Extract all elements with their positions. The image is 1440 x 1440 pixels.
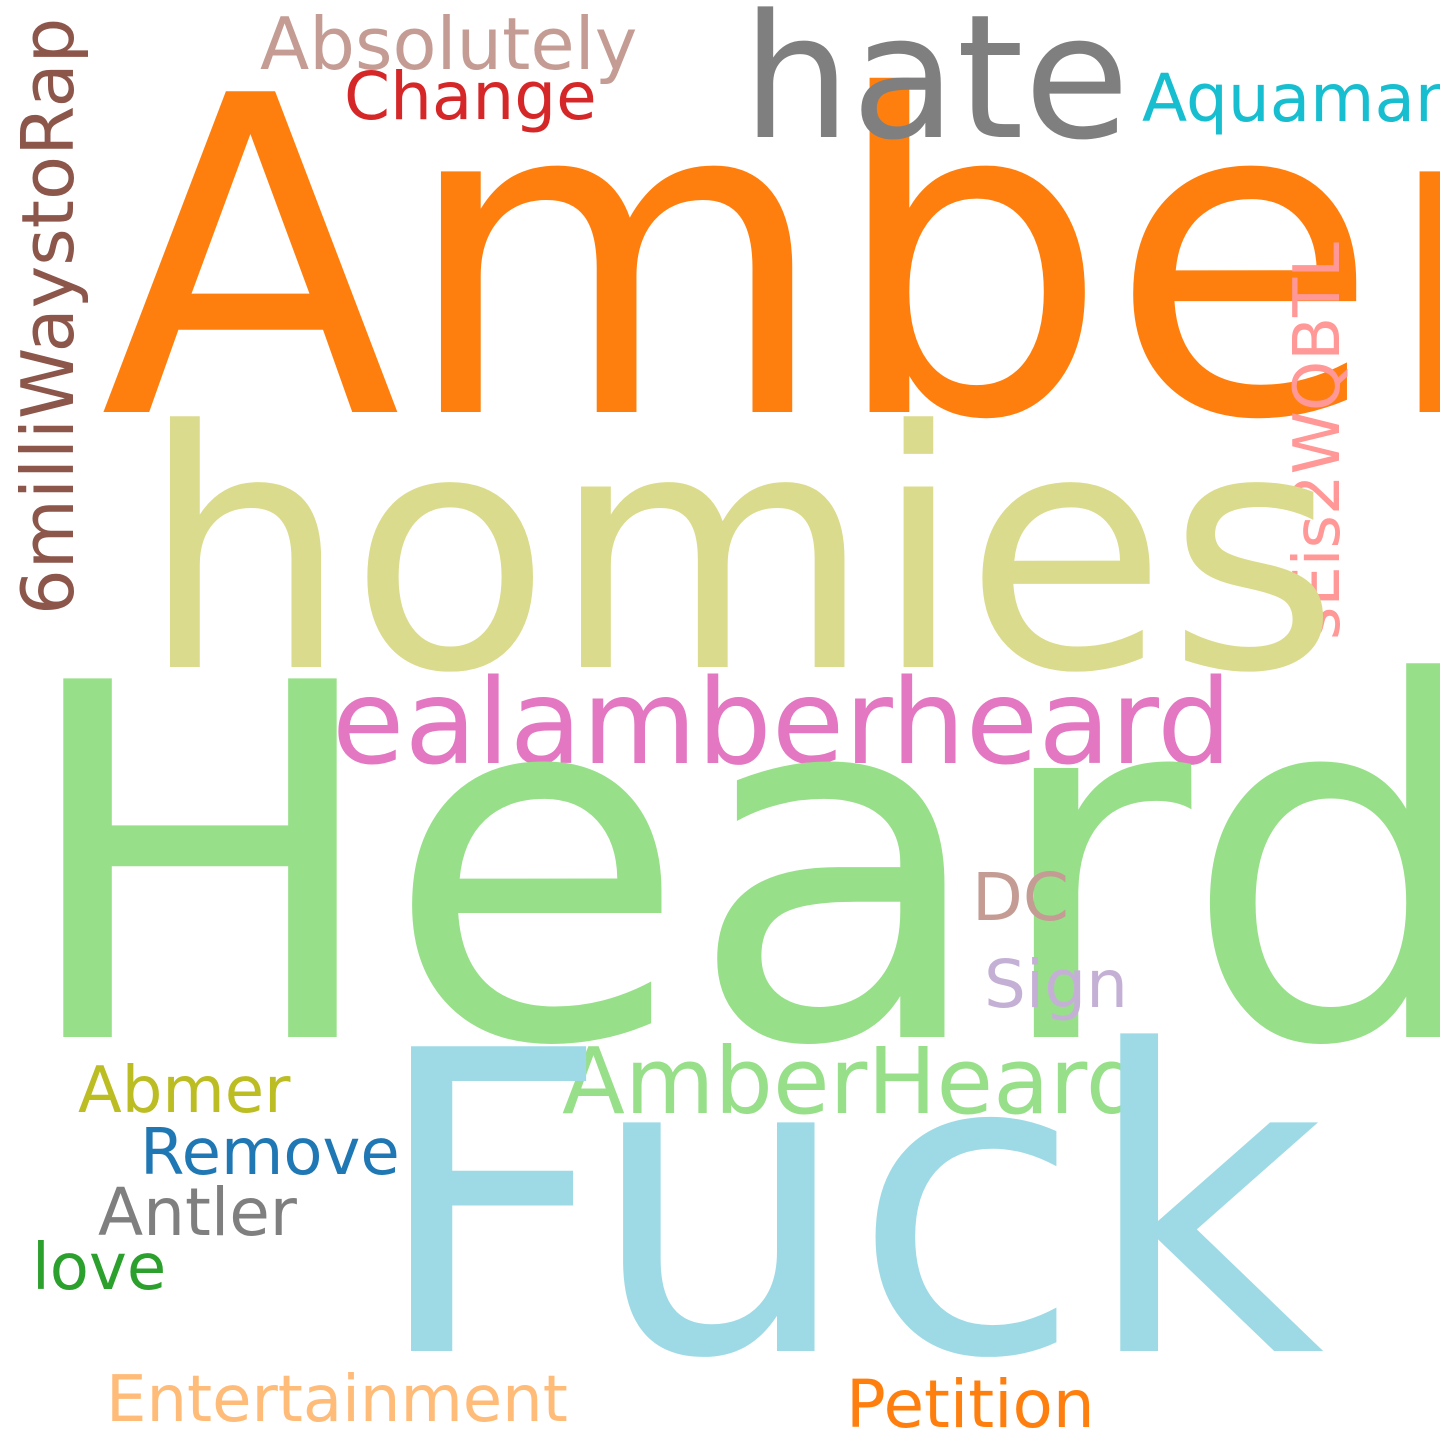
word-entertainment: Entertainment (106, 1363, 568, 1437)
word-amber: Amber (100, 4, 1440, 516)
word-fuck: Fuck (370, 963, 1325, 1440)
word-6milliwaystorap: 6milliWaystoRap (6, 17, 90, 615)
word-remove: Remove (140, 1116, 400, 1190)
word-amberheard: AmberHeard (562, 1028, 1145, 1135)
word-change: Change (344, 58, 597, 135)
word-realamberheard: realamberheard (286, 653, 1232, 791)
word-heard: Heard (15, 581, 1440, 1154)
word-petition: Petition (846, 1366, 1095, 1440)
word-absolutely: Absolutely (260, 2, 638, 86)
word-aquaman: Aquaman (1142, 60, 1440, 137)
word-sign: Sign (984, 946, 1128, 1023)
word-homies: homies (140, 361, 1340, 745)
word-antler: Antler (98, 1174, 297, 1251)
word-dc: DC (972, 859, 1069, 936)
word-love: love (32, 1231, 167, 1305)
word-hate: hate (742, 0, 1130, 178)
word-abmer: Abmer (78, 1054, 291, 1128)
